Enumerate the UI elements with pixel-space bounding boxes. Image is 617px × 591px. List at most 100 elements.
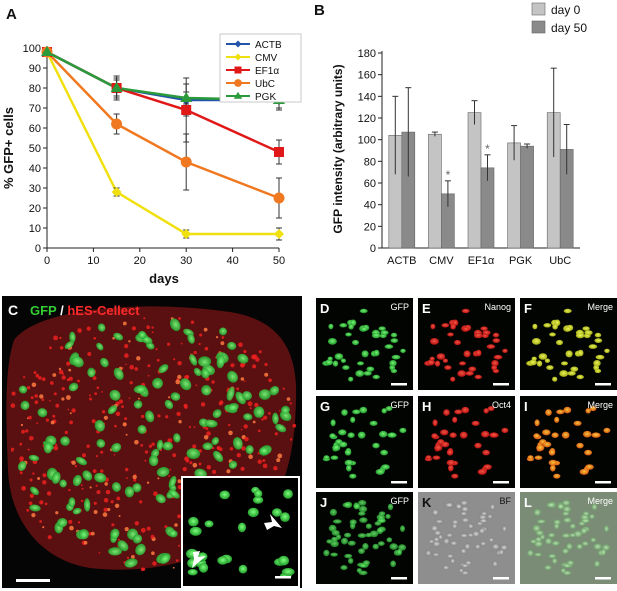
nucleus: [449, 540, 458, 546]
y-tick-label: 70: [29, 103, 41, 115]
membrane-speck: [134, 521, 139, 526]
nucleus: [482, 330, 491, 336]
nucleus: [348, 324, 354, 330]
nucleus: [450, 324, 456, 330]
membrane-speck: [190, 320, 195, 324]
nucleus: [372, 374, 380, 380]
nucleus: [357, 361, 364, 366]
nucleus: [72, 507, 82, 515]
y-tick-label: 60: [364, 178, 376, 190]
membrane-speck: [124, 353, 129, 358]
nucleus: [96, 439, 106, 448]
nucleus: [556, 409, 565, 415]
nucleus: [389, 543, 398, 550]
nucleus: [133, 385, 147, 394]
nucleus: [449, 432, 457, 439]
nucleus: [447, 332, 454, 337]
panel-e-nanog: E Nanog: [418, 298, 515, 390]
nucleus: [384, 344, 394, 349]
nucleus: [432, 419, 438, 427]
nucleus: [169, 318, 181, 332]
panel-j-channel-label: GFP: [390, 496, 409, 506]
nucleus: [124, 486, 135, 498]
nucleus: [359, 406, 368, 414]
nucleus: [330, 419, 336, 427]
membrane-speck: [32, 472, 35, 475]
nucleus: [87, 367, 96, 378]
membrane-speck: [174, 523, 178, 527]
y-tick-label: 60: [29, 123, 41, 135]
nucleus: [450, 376, 456, 382]
membrane-speck: [58, 367, 62, 371]
membrane-speck: [252, 364, 257, 369]
membrane-speck: [165, 415, 169, 419]
membrane-speck: [147, 364, 151, 368]
y-tick-label: 140: [358, 91, 376, 103]
panel-letter-f: F: [524, 301, 532, 316]
nucleus: [326, 539, 333, 544]
nucleus: [227, 402, 239, 412]
membrane-speck: [230, 363, 235, 368]
panel-f-channel-label: Merge: [587, 302, 613, 312]
nucleus: [338, 441, 348, 448]
membrane-speck: [103, 415, 108, 420]
nucleus: [68, 382, 79, 392]
nucleus: [604, 525, 609, 532]
membrane-speck: [125, 363, 127, 366]
nucleus: [563, 406, 572, 414]
membrane-speck: [92, 376, 97, 380]
membrane-speck: [132, 474, 137, 480]
nucleus: [433, 530, 442, 536]
nucleus: [481, 430, 490, 438]
membrane-speck: [177, 361, 182, 366]
nucleus: [380, 449, 388, 456]
membrane-speck: [93, 510, 98, 514]
membrane-speck: [134, 439, 139, 445]
panel-g-gfp: G GFP: [316, 396, 413, 488]
membrane-speck: [258, 350, 262, 354]
nucleus: [28, 454, 40, 462]
data-point: [111, 187, 122, 197]
data-point: [110, 82, 123, 92]
nucleus: [446, 553, 455, 559]
membrane-speck: [49, 399, 51, 402]
membrane-speck: [11, 391, 16, 396]
membrane-speck: [193, 426, 196, 428]
membrane-speck: [192, 462, 198, 468]
nucleus: [242, 391, 252, 401]
nucleus: [580, 527, 588, 535]
nucleus: [590, 537, 597, 543]
membrane-speck: [198, 342, 201, 346]
membrane-speck: [103, 507, 108, 512]
membrane-speck: [138, 397, 140, 400]
membrane-speck: [38, 376, 42, 380]
y-tick-label: 0: [35, 243, 41, 255]
nucleus: [427, 359, 435, 366]
nucleus: [200, 368, 210, 379]
nucleus: [377, 541, 385, 546]
nucleus: [563, 517, 572, 523]
nucleus: [37, 408, 48, 418]
y-tick-label: 0: [370, 243, 376, 255]
panel-letter-l: L: [524, 495, 532, 510]
nucleus: [432, 455, 441, 460]
membrane-speck: [68, 519, 73, 524]
panel-k-bf: K BF: [418, 492, 515, 584]
bar-cmv-day-0: [428, 133, 442, 249]
nucleus: [457, 370, 467, 377]
nucleus: [156, 439, 164, 451]
membrane-speck: [178, 420, 182, 424]
x-tick-label: PGK: [509, 255, 533, 267]
nucleus: [471, 530, 481, 538]
membrane-speck: [100, 450, 104, 454]
nucleus: [549, 332, 556, 337]
membrane-speck: [111, 523, 115, 527]
nucleus: [124, 558, 138, 568]
nucleus: [530, 539, 537, 544]
nucleus: [330, 552, 338, 557]
membrane-speck: [156, 358, 160, 362]
nucleus: [254, 489, 263, 498]
nucleus: [60, 436, 70, 446]
membrane-speck: [262, 459, 265, 462]
nucleus: [533, 433, 540, 439]
